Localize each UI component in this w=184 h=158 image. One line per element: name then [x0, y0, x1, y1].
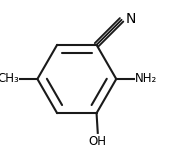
- Text: NH₂: NH₂: [135, 73, 157, 85]
- Text: CH₃: CH₃: [0, 73, 19, 85]
- Text: N: N: [125, 12, 136, 26]
- Text: OH: OH: [89, 135, 107, 148]
